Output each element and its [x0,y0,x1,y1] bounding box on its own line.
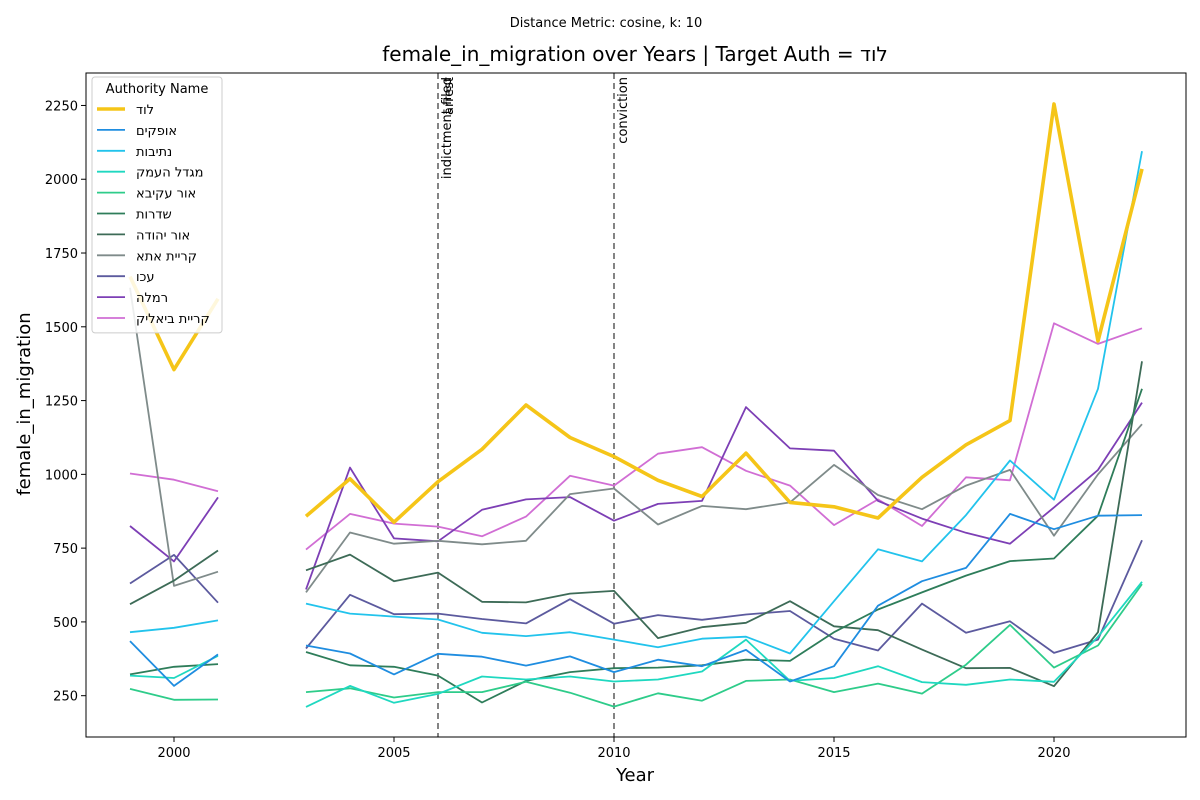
legend-title: Authority Name [106,82,209,97]
y-tick-label: 1750 [45,247,78,262]
axes-frame [85,72,1187,738]
y-tick-label: 750 [53,542,78,557]
y-tick-label: 250 [53,690,78,705]
legend-box [91,76,223,334]
chart-suptitle: Distance Metric: cosine, k: 10 [510,16,702,31]
legend-entry: עכו [136,270,155,285]
chart-title: female_in_migration over Years | Target … [382,42,888,66]
legend-entry: קריית אתא [136,249,197,264]
x-tick-label: 2010 [597,746,630,761]
event-label: arrest [442,77,457,115]
y-axis-label: female_in_migration [14,312,35,495]
event-label: conviction [616,77,631,144]
legend-entry: נתיבות [136,145,172,160]
series-line [129,402,1143,590]
series-line [129,539,1143,654]
y-tick-label: 1000 [45,468,78,483]
series-line [129,513,1143,687]
event-label: indictment filed [440,77,455,179]
series-line [129,151,1143,655]
series-line [129,361,1143,688]
series-line [129,583,1143,708]
legend-entry: מגדל העמק [136,166,204,181]
x-tick-label: 2005 [377,746,410,761]
legend-entry: אופקים [136,124,177,139]
series-line [129,581,1143,708]
legend-entry: אור יהודה [136,228,190,243]
series-line [129,287,1143,593]
legend: Authority Name לוד אופקים נתיבות מגדל העמק או… [91,76,223,334]
x-tick-label: 2015 [817,746,850,761]
series-line [129,322,1143,551]
legend-entry: אור עקיבא [136,187,196,202]
y-tick-label: 1500 [45,321,78,336]
x-tick-label: 2000 [157,746,190,761]
legend-entry: לוד [136,103,154,118]
legend-entry: שדרות [136,208,172,223]
legend-entry: רמלה [136,291,168,306]
y-tick-label: 2000 [45,173,78,188]
y-tick-label: 1250 [45,395,78,410]
y-tick-label: 500 [53,616,78,631]
y-tick-label: 2250 [45,99,78,114]
x-axis-label: Year [615,765,655,786]
x-tick-label: 2020 [1037,746,1070,761]
legend-entry: קריית ביאליק [136,312,210,327]
